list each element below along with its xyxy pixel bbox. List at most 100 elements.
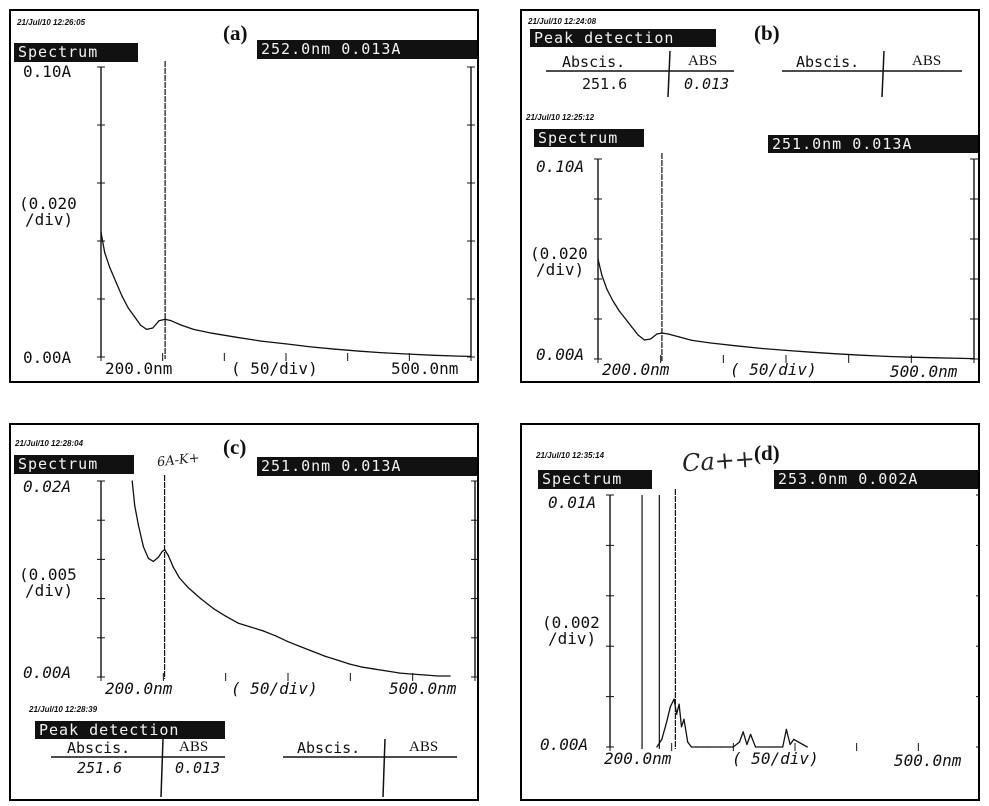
data-point xyxy=(250,626,252,628)
data-point xyxy=(237,622,239,624)
y-div-label: (0.005 xyxy=(19,565,77,584)
data-point xyxy=(274,635,277,637)
data-point xyxy=(785,728,787,730)
y-div-unit: /div) xyxy=(548,629,597,648)
peak-col-abs-2: ABS xyxy=(409,739,439,755)
data-point xyxy=(618,310,620,312)
panel-label: (a) xyxy=(223,21,248,45)
data-point xyxy=(312,650,314,653)
data-point xyxy=(359,350,361,352)
timestamp: 21/Jul/10 12:28:04 xyxy=(15,439,84,448)
data-point xyxy=(760,347,762,349)
data-point xyxy=(285,343,287,345)
data-point xyxy=(690,746,692,748)
data-point xyxy=(860,354,862,356)
data-point xyxy=(806,746,808,748)
data-point xyxy=(656,333,658,335)
panel-b: 21/Jul/10 12:24:08 (b) Peak detection Ab… xyxy=(520,9,980,383)
data-point xyxy=(683,718,685,720)
data-point xyxy=(789,743,791,746)
data-point xyxy=(746,743,748,746)
data-point xyxy=(754,746,757,748)
readout-banner: 251.0nm 0.013A xyxy=(257,457,477,476)
data-point xyxy=(680,726,683,728)
data-point xyxy=(172,566,174,568)
panel-d: 21/Jul/10 12:35:14 Ca++ (d) Spectrum 253… xyxy=(520,423,980,801)
data-point xyxy=(606,288,608,290)
data-point xyxy=(673,698,675,700)
data-point xyxy=(387,670,389,672)
peak-timestamp: 21/Jul/10 12:28:39 xyxy=(29,705,98,714)
data-point xyxy=(121,295,123,297)
data-point xyxy=(458,355,460,357)
data-point xyxy=(470,355,472,357)
timestamp: 21/Jul/10 12:35:14 xyxy=(536,451,605,460)
x-right-label: 500.0nm xyxy=(389,679,457,698)
data-point xyxy=(142,546,144,548)
data-point xyxy=(656,746,658,748)
data-point xyxy=(785,349,787,351)
peak-col-abs: ABS xyxy=(688,53,718,69)
mode-banner: Spectrum xyxy=(14,43,138,62)
y-bottom-label: 0.00A xyxy=(23,348,72,367)
data-point xyxy=(612,300,614,302)
data-point xyxy=(650,338,652,340)
data-point xyxy=(695,746,697,748)
data-point xyxy=(935,357,937,359)
data-point xyxy=(708,746,710,748)
y-bottom-label: 0.00A xyxy=(536,345,585,364)
spectrum-line xyxy=(100,232,472,358)
data-point xyxy=(225,615,227,617)
data-point xyxy=(661,738,663,740)
data-point xyxy=(164,549,166,551)
data-point xyxy=(793,738,795,740)
data-point xyxy=(625,318,627,320)
data-point xyxy=(735,345,737,347)
data-point xyxy=(158,320,160,322)
data-point xyxy=(115,281,117,283)
x-div-label: ( 50/div) xyxy=(732,749,819,768)
data-point xyxy=(262,630,264,632)
data-point xyxy=(187,587,189,589)
data-point xyxy=(408,353,410,355)
peak-col-abscis-2: Abscis. xyxy=(297,739,361,757)
y-bottom-label: 0.00A xyxy=(540,735,589,754)
peak-detection-banner: Peak detection xyxy=(530,29,716,47)
x-right-label: 500.0nm xyxy=(391,359,459,378)
x-left-label: 200.0nm xyxy=(105,679,173,698)
data-point xyxy=(437,675,439,677)
data-point xyxy=(133,315,135,317)
timestamp: 21/Jul/10 12:25:12 xyxy=(526,113,595,122)
data-point xyxy=(750,733,752,735)
x-div-label: ( 50/div) xyxy=(231,679,318,698)
data-point xyxy=(960,357,963,359)
peak-col-abs: ABS xyxy=(179,739,209,755)
data-point xyxy=(334,348,336,350)
data-point xyxy=(738,741,741,743)
peak-col-abscis: Abscis. xyxy=(67,739,131,757)
data-point xyxy=(137,524,139,526)
spectrum-line xyxy=(131,480,451,677)
peak-col-abscis-2: Abscis. xyxy=(796,53,860,71)
readout-banner: 253.0nm 0.002A xyxy=(774,470,978,489)
data-point xyxy=(212,607,214,609)
peak-val-abs: 0.013 xyxy=(175,759,221,777)
data-point xyxy=(669,706,671,708)
peak-col-abs-2: ABS xyxy=(912,53,942,69)
data-point xyxy=(691,339,693,341)
data-point xyxy=(667,333,669,335)
data-point xyxy=(374,668,376,670)
data-point xyxy=(678,703,680,705)
spectrum-plot xyxy=(606,489,978,751)
data-point xyxy=(973,358,975,360)
timestamp: 21/Jul/10 12:26:05 xyxy=(17,18,86,27)
data-point xyxy=(637,334,639,336)
x-left-label: 200.0nm xyxy=(604,749,672,768)
data-point xyxy=(424,674,426,676)
data-point xyxy=(661,332,663,334)
data-point xyxy=(835,353,837,355)
y-bottom-label: 0.00A xyxy=(23,663,72,682)
data-point xyxy=(127,307,129,309)
data-point xyxy=(631,326,633,328)
peak-val-abscis: 251.6 xyxy=(77,759,123,777)
